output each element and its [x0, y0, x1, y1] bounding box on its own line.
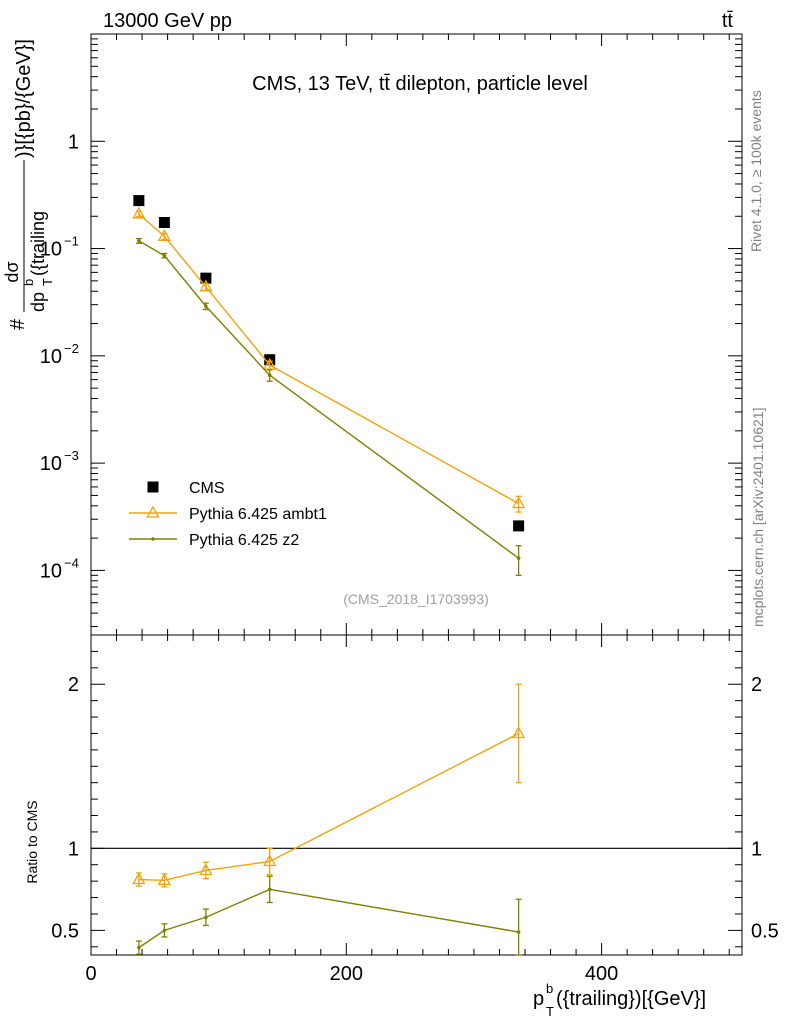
y-tick-label: 10 — [40, 453, 62, 475]
y-label-hash: # — [7, 318, 29, 330]
ratio-point-pythia-6-425-z2 — [267, 887, 272, 892]
legend-label: CMS — [189, 480, 225, 497]
main-line-pythia-6-425-ambt1 — [138, 213, 519, 505]
main-point-pythia-6-425-z2 — [162, 253, 167, 258]
main-point-pythia-6-425-z2 — [267, 373, 272, 378]
ratio-point-pythia-6-425-z2 — [162, 928, 167, 933]
y-label-tail: )}[{pb}/{GeV}] — [13, 39, 35, 158]
main-point-pythia-6-425-z2 — [516, 556, 521, 560]
y-tick-label: 1 — [68, 838, 79, 860]
main-point-pythia-6-425-ambt1 — [199, 279, 213, 292]
ratio-line-pythia-6-425-ambt1 — [138, 732, 519, 882]
y-label-numerator: dσ — [2, 261, 22, 282]
ratio-point-pythia-6-425-ambt1 — [199, 863, 213, 876]
legend-marker — [147, 481, 159, 493]
x-tick-label: 400 — [585, 963, 618, 985]
legend-label: Pythia 6.425 ambt1 — [189, 506, 327, 523]
process-label: tt̄ — [722, 10, 734, 32]
x-label-subscript: T — [546, 1004, 554, 1019]
y-tick-label-right: 1 — [751, 838, 762, 860]
y-tick-exponent: −1 — [64, 234, 79, 249]
main-axes: 110−110−210−310−4 — [40, 33, 742, 635]
y-tick-exponent: −4 — [64, 555, 79, 570]
y-tick-label-right: 2 — [751, 674, 762, 696]
x-axis-label: p b T ({trailing})[{GeV}] — [533, 981, 706, 1019]
x-tick-label: 0 — [85, 963, 96, 985]
legend: CMS Pythia 6.425 ambt1 Pythia 6.425 z2 — [129, 480, 327, 549]
main-point-cms — [513, 520, 525, 532]
y-tick-label: 10 — [40, 346, 62, 368]
ratio-series — [132, 683, 526, 956]
y-tick-exponent: −2 — [64, 341, 79, 356]
analysis-id: (CMS_2018_I1703993) — [343, 591, 489, 607]
ratio-point-pythia-6-425-z2 — [204, 915, 208, 920]
energy-label: 13000 GeV pp — [103, 10, 232, 32]
ratio-panel-frame — [90, 634, 743, 956]
y-tick-label-right: 0.5 — [751, 920, 779, 942]
ratio-axes: 0 200 400 0.5 0.5 1 1 2 2 — [51, 634, 779, 985]
y-tick-exponent: −3 — [64, 448, 79, 463]
rivet-version-label: Rivet 4.1.0, ≥ 100k events — [748, 90, 764, 252]
ratio-point-pythia-6-425-z2 — [137, 945, 141, 950]
legend-label: Pythia 6.425 z2 — [189, 532, 299, 549]
ratio-point-pythia-6-425-ambt1 — [263, 854, 277, 867]
mcplots-label: mcplots.cern.ch [arXiv:2401.10621] — [750, 408, 766, 627]
y-tick-label: 10 — [40, 560, 62, 582]
main-point-pythia-6-425-ambt1 — [132, 206, 146, 219]
main-y-axis-label: # dσ dp b T ({trailing )}[{pb}/{GeV}] — [2, 39, 55, 330]
ratio-point-pythia-6-425-z2 — [516, 930, 521, 934]
main-point-pythia-6-425-ambt1 — [512, 496, 526, 509]
main-point-pythia-6-425-ambt1 — [157, 228, 171, 241]
ratio-point-pythia-6-425-ambt1 — [512, 726, 526, 739]
y-tick-label: 1 — [68, 131, 79, 153]
y-tick-label: 10 — [40, 239, 62, 261]
ratio-point-pythia-6-425-ambt1 — [132, 872, 146, 885]
x-label-superscript: b — [546, 981, 553, 996]
main-title: CMS, 13 TeV, tt̄ dilepton, particle leve… — [252, 73, 588, 95]
x-label-main: p — [533, 988, 544, 1010]
y-label-subscript: T — [40, 278, 55, 286]
legend-marker — [151, 537, 155, 541]
x-tick-label: 200 — [330, 963, 363, 985]
ratio-line-pythia-6-425-z2 — [138, 888, 519, 949]
main-point-pythia-6-425-z2 — [137, 239, 141, 243]
y-label-paren: ({trailing — [28, 211, 48, 276]
y-tick-label: 2 — [68, 674, 79, 696]
main-point-cms — [158, 216, 170, 228]
legend-marker — [146, 505, 160, 518]
main-point-cms — [200, 272, 212, 284]
ratio-y-axis-label: Ratio to CMS — [24, 800, 40, 883]
y-label-denominator: dp — [28, 292, 48, 312]
y-label-superscript: b — [21, 279, 36, 286]
main-point-pythia-6-425-ambt1 — [263, 357, 277, 370]
ratio-point-pythia-6-425-ambt1 — [157, 872, 171, 885]
main-point-pythia-6-425-z2 — [204, 304, 208, 309]
x-label-tail: ({trailing})[{GeV}] — [556, 988, 706, 1010]
main-point-cms — [133, 195, 145, 207]
y-tick-label: 0.5 — [51, 920, 79, 942]
main-series — [132, 195, 526, 576]
